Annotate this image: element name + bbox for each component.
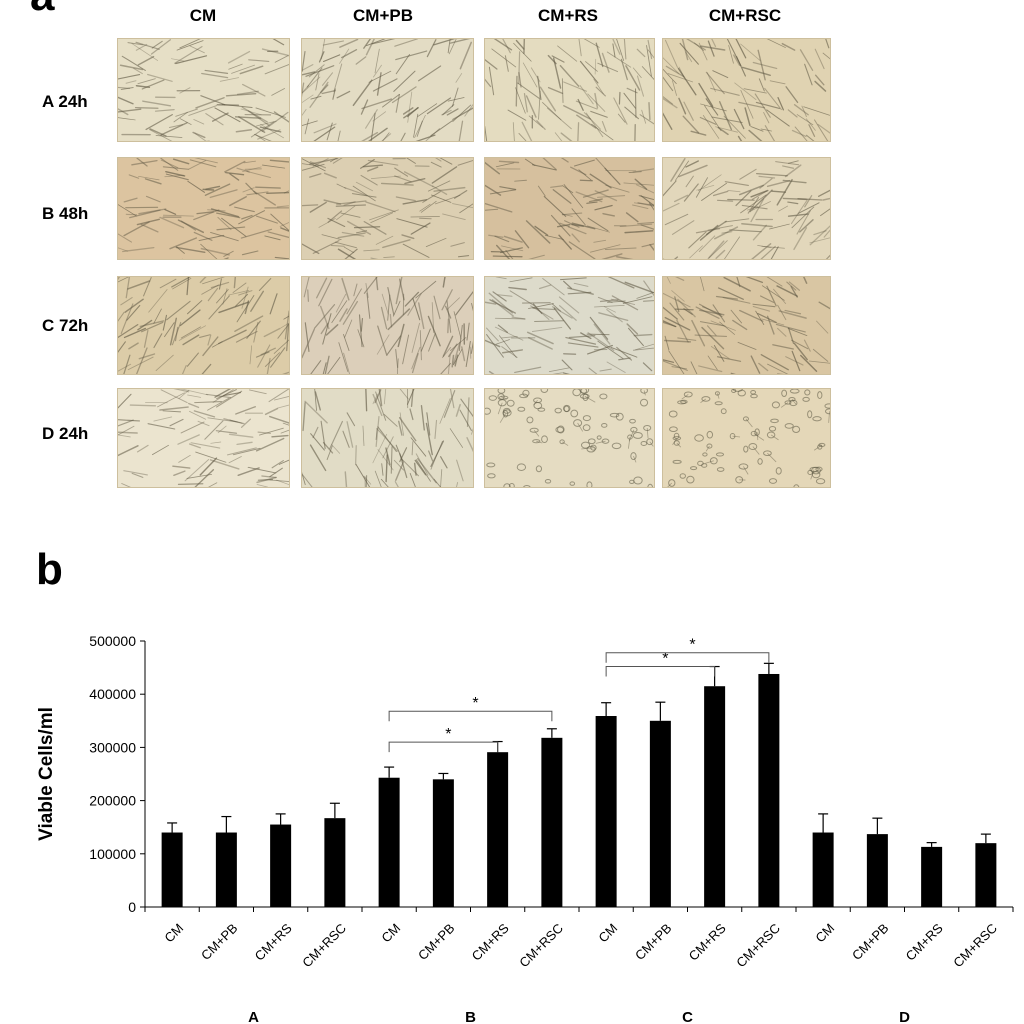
micrograph-tile [662, 157, 831, 260]
y-tick-label: 500000 [89, 633, 136, 649]
significance-marker: * [662, 651, 668, 668]
bar [649, 720, 671, 907]
column-header-cm-rsc: CM+RSC [708, 6, 782, 25]
significance-bracket [605, 666, 716, 677]
bar [324, 818, 346, 907]
significance-bracket [388, 741, 499, 753]
significance-marker: * [445, 726, 451, 743]
micrograph-tile [301, 157, 474, 260]
group-label: C [682, 1009, 693, 1024]
category-label: CM+PB [198, 921, 241, 964]
category-label: CM+RSC [733, 921, 783, 971]
significance-bracket [388, 710, 553, 722]
category-label: CM [812, 921, 837, 946]
row-header-d-24h: D 24h [42, 424, 89, 443]
micrograph-tile [484, 388, 655, 488]
category-label: CM [378, 921, 403, 946]
panel-a-letter: a [30, 0, 54, 18]
bar [541, 737, 563, 907]
micrograph-tile [301, 38, 474, 142]
category-label: CM+RSC [516, 921, 566, 971]
micrograph-tile [484, 276, 655, 375]
row-header-a-24h: A 24h [42, 92, 88, 111]
micrograph-tile [484, 38, 655, 142]
bar [758, 673, 780, 907]
group-label: B [465, 1009, 476, 1024]
y-tick-label: 200000 [89, 793, 136, 809]
bar [378, 777, 400, 907]
micrograph-tile [117, 276, 290, 375]
bar [812, 832, 834, 907]
category-label: CM+RS [469, 920, 512, 963]
micrograph-tile [662, 38, 831, 142]
y-axis-label: Viable Cells/ml [36, 707, 57, 841]
bar [487, 752, 509, 907]
group-label: D [899, 1009, 910, 1024]
significance-marker: * [472, 695, 478, 712]
column-header-cm-rs: CM+RS [538, 6, 598, 25]
bar [921, 846, 943, 907]
y-tick-label: 400000 [89, 686, 136, 702]
row-header-c-72h: C 72h [42, 316, 89, 335]
bar [432, 779, 454, 907]
significance-marker: * [689, 637, 695, 654]
micrograph-tile [117, 38, 290, 142]
significance-bracket [605, 652, 770, 663]
micrograph-tile [662, 276, 831, 375]
bar [975, 843, 997, 907]
category-label: CM+PB [415, 921, 458, 964]
y-tick-label: 0 [128, 899, 136, 915]
micrograph-tile [301, 388, 474, 488]
category-label: CM+PB [632, 921, 675, 964]
column-header-cm: CM [189, 6, 217, 25]
category-label: CM [161, 921, 186, 946]
bar [161, 832, 183, 907]
category-label: CM+RSC [950, 921, 1000, 971]
bar [595, 716, 617, 907]
y-tick-label: 300000 [89, 739, 136, 755]
viable-cells-bar-chart: 0 100000 200000 300000 400000 500000 Viable Ce… [36, 633, 1014, 1024]
group-label: A [248, 1009, 259, 1024]
panel-b-letter: b [36, 545, 63, 594]
category-label: CM+RSC [299, 921, 349, 971]
column-header-cm-pb: CM+PB [353, 6, 413, 25]
category-label: CM+RS [252, 920, 295, 963]
bar [215, 832, 237, 907]
micrograph-tile [301, 276, 474, 375]
y-tick-label: 100000 [89, 846, 136, 862]
micrograph-tile [662, 388, 831, 488]
bar [270, 824, 292, 907]
category-label: CM [595, 921, 620, 946]
micrograph-tile [117, 388, 290, 488]
micrograph-tile [484, 157, 655, 260]
category-label: CM+PB [849, 921, 892, 964]
micrograph-tile [117, 157, 290, 260]
bar [704, 686, 726, 907]
bar [866, 834, 888, 907]
category-label: CM+RS [686, 920, 729, 963]
category-label: CM+RS [903, 920, 946, 963]
row-header-b-48h: B 48h [42, 204, 89, 223]
